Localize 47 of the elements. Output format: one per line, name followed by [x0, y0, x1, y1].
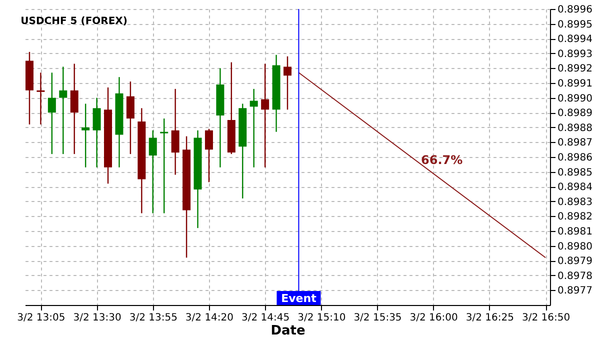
- y-tick-label: 0.8987: [558, 138, 592, 149]
- y-tick-label: 0.8979: [558, 256, 592, 268]
- candlestick: [284, 56, 292, 110]
- y-tick-label: 0.8990: [558, 93, 592, 104]
- x-tick-label: 3/2 16:25: [466, 312, 514, 324]
- x-tick-label: 3/2 15:10: [298, 312, 346, 324]
- y-tick-label: 0.8988: [558, 122, 592, 134]
- y-tick-label: 0.8980: [558, 241, 592, 252]
- candlestick: [204, 128, 213, 183]
- x-tick-label: 3/2 13:05: [17, 312, 66, 324]
- y-tick-label: 0.8989: [558, 108, 592, 120]
- candlestick: [70, 63, 78, 155]
- y-tick-label: 0.8993: [558, 48, 592, 60]
- x-tick-label: 3/2 16:50: [522, 312, 570, 324]
- x-tick-label: 3/2 13:55: [129, 312, 178, 324]
- y-tick-label: 0.8996: [558, 4, 592, 16]
- candlestick: [148, 130, 157, 214]
- candlestick: [92, 97, 101, 168]
- x-axis-title: Date: [270, 324, 306, 338]
- candlestick: [171, 88, 180, 176]
- candlestick: [126, 80, 134, 155]
- y-tick-label: 0.8995: [558, 19, 592, 30]
- y-tick-label: 0.8983: [558, 196, 592, 208]
- x-tick-label: 3/2 15:35: [354, 312, 402, 324]
- candlestick: [250, 88, 258, 168]
- y-tick-label: 0.8992: [558, 64, 592, 75]
- candlestick: [160, 118, 168, 214]
- y-tick-label: 0.8978: [558, 270, 592, 282]
- candlestick: [59, 66, 68, 155]
- x-tick-label: 3/2 14:20: [185, 312, 234, 324]
- y-tick-label: 0.8977: [558, 286, 592, 297]
- y-tick-label: 0.8982: [558, 212, 592, 223]
- annotation: 66.7%: [421, 152, 463, 167]
- y-tick-label: 0.8986: [558, 152, 592, 164]
- y-tick-label: 0.8985: [558, 167, 592, 178]
- candlestick: [48, 72, 56, 155]
- candlestick: [82, 103, 90, 168]
- candlestick: [36, 72, 45, 126]
- y-tick-label: 0.8984: [558, 182, 592, 194]
- y-tick-label: 0.8994: [558, 34, 592, 46]
- x-tick-label: 3/2 14:45: [242, 312, 290, 324]
- x-tick-label: 3/2 16:00: [410, 312, 458, 324]
- y-tick-label: 0.8991: [558, 78, 592, 90]
- y-tick-label: 0.8981: [558, 226, 592, 238]
- x-tick-label: 3/2 13:30: [73, 312, 122, 324]
- ref-line-label: Event: [281, 292, 316, 305]
- text: USDCHF 5 (FOREX): [20, 16, 128, 27]
